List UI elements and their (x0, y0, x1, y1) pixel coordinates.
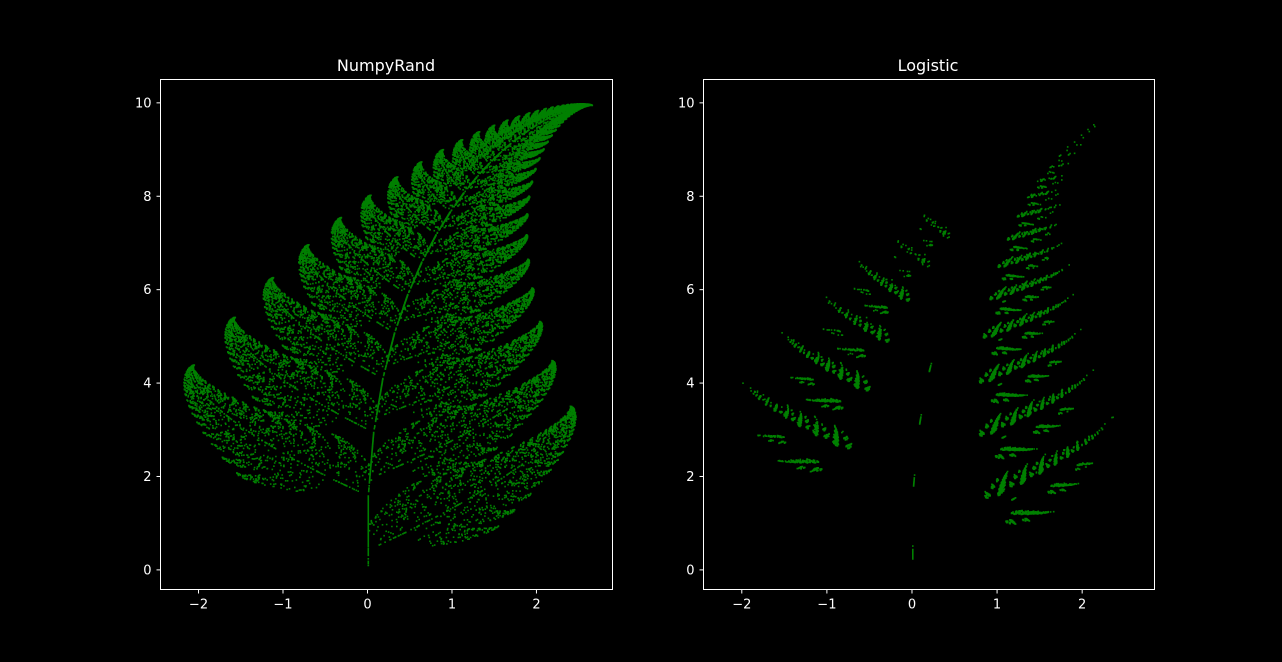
y-tick-label: 0 (143, 563, 151, 578)
y-tick-label: 6 (686, 283, 694, 298)
fern-points (742, 124, 1114, 560)
y-tick-label: 6 (143, 283, 151, 298)
y-tick-label: 8 (143, 190, 151, 205)
y-tick-label: 8 (686, 190, 694, 205)
x-tick-label: −1 (817, 598, 836, 613)
chart-title: Logistic (898, 56, 959, 75)
scatter-points (742, 124, 1114, 560)
y-tick-label: 2 (143, 470, 151, 485)
axes-frame (703, 79, 1155, 590)
y-tick-label: 10 (678, 96, 695, 111)
x-tick-label: 2 (532, 598, 540, 613)
x-axis: −2 −1 0 1 2 (189, 589, 541, 613)
y-axis: 0 2 4 6 8 10 (678, 96, 704, 578)
x-axis: −2 −1 0 1 2 (732, 589, 1086, 613)
x-tick-label: 1 (993, 598, 1001, 613)
y-axis: 0 2 4 6 8 10 (135, 96, 161, 578)
y-tick-label: 4 (686, 377, 694, 392)
subplot-numpyrand: NumpyRand −2 −1 0 1 2 0 2 4 6 8 10 (135, 56, 613, 613)
x-tick-label: −2 (189, 598, 208, 613)
y-tick-label: 2 (686, 470, 694, 485)
y-tick-label: 0 (686, 563, 694, 578)
fern-points (183, 103, 594, 567)
x-tick-label: 1 (448, 598, 456, 613)
x-tick-label: 0 (908, 598, 916, 613)
x-tick-label: −2 (732, 598, 751, 613)
x-tick-label: −1 (273, 598, 292, 613)
y-tick-label: 4 (143, 377, 151, 392)
chart-title: NumpyRand (337, 56, 435, 75)
scatter-points (183, 103, 594, 567)
subplot-logistic: Logistic −2 −1 0 1 2 0 2 4 6 8 10 (678, 56, 1155, 613)
axes-frame (160, 79, 613, 590)
y-tick-label: 10 (135, 96, 152, 111)
x-tick-label: 2 (1078, 598, 1086, 613)
x-tick-label: 0 (363, 598, 371, 613)
